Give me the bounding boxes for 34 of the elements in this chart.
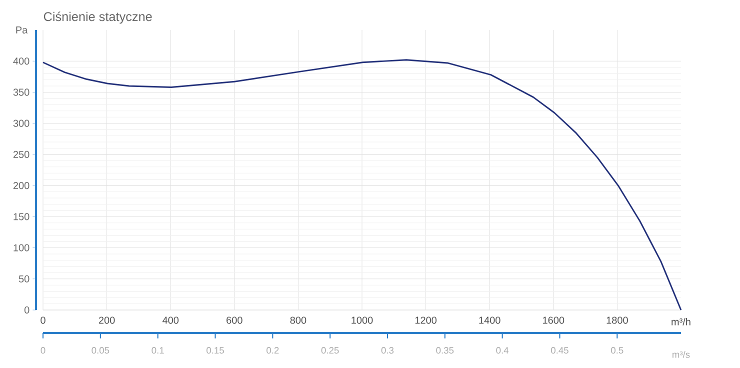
x2-tick-label: 0 — [40, 347, 46, 354]
x2-axis-title: m³/s — [672, 351, 690, 358]
y-tick-label: 50 — [18, 275, 30, 282]
x2-tick-label: 0.1 — [152, 347, 164, 354]
x-tick-label: 400 — [162, 316, 179, 324]
x-axis-title: m³/h — [672, 318, 690, 326]
y-tick-label: 150 — [14, 213, 30, 220]
y-tick-label: 350 — [13, 88, 30, 96]
y-tick-label: 250 — [13, 150, 30, 158]
x2-tick-label: 0.4 — [496, 347, 509, 354]
x2-tick-label: 0.25 — [321, 347, 339, 354]
x-tick-label: 1000 — [352, 316, 373, 324]
y-tick-label: 300 — [13, 120, 30, 127]
x-tick-label: 800 — [290, 316, 306, 324]
x2-tick-label: 0.2 — [266, 347, 279, 354]
x-tick-label: 0 — [40, 316, 46, 324]
y-tick-label: 100 — [14, 244, 30, 252]
y-tick-label: 400 — [13, 58, 30, 65]
x-tick-label: 1600 — [543, 316, 564, 324]
x-tick-label: 1200 — [415, 316, 437, 324]
x2-tick-label: 0.45 — [551, 347, 568, 354]
x2-tick-label: 0.5 — [611, 347, 624, 354]
x-tick-label: 1800 — [606, 316, 628, 324]
chart-title: Ciśnienie statyczne — [44, 12, 152, 24]
x-tick-label: 200 — [98, 316, 115, 324]
x2-tick-label: 0.15 — [206, 347, 224, 354]
x-tick-label: 1400 — [479, 316, 500, 324]
x2-tick-label: 0.3 — [381, 347, 394, 354]
y-tick-label: 200 — [13, 182, 30, 190]
y-tick-label: 0 — [24, 306, 30, 314]
y-axis-title: Pa — [16, 26, 28, 34]
x2-tick-label: 0.35 — [436, 347, 454, 354]
x-tick-label: 600 — [226, 316, 242, 324]
x2-tick-label: 0.05 — [92, 347, 110, 354]
